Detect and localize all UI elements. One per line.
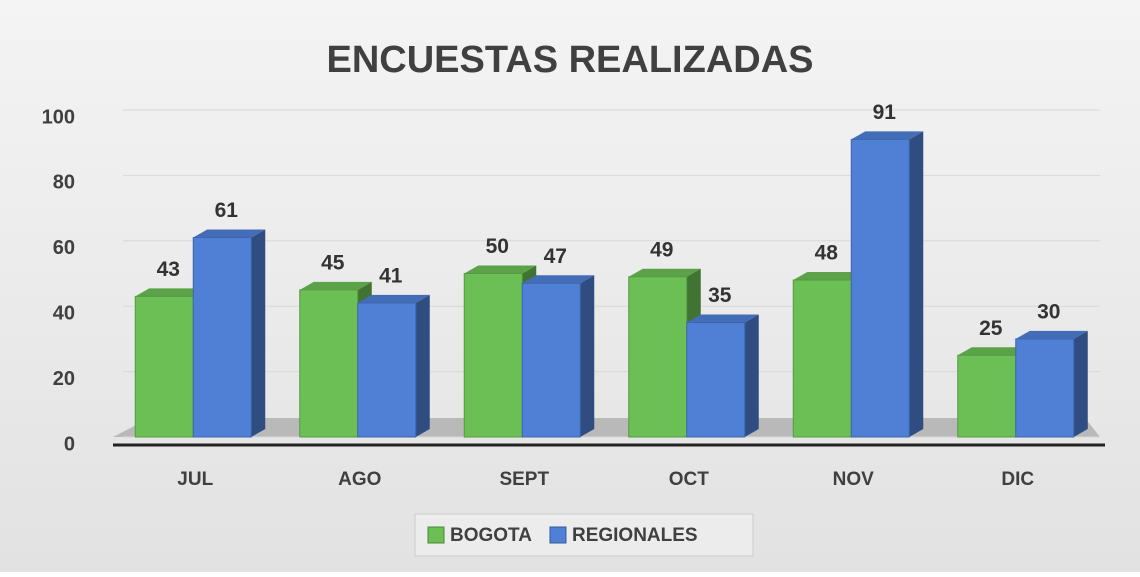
bar [192, 237, 252, 438]
bar-top [464, 265, 537, 274]
bar-side [251, 229, 266, 437]
x-tick-label: NOV [833, 469, 875, 490]
bar [628, 276, 688, 438]
bar-side [744, 314, 759, 437]
y-tick-label: 80 [53, 172, 75, 194]
data-label: 50 [486, 235, 509, 258]
bar-side [415, 294, 430, 437]
bar-top [522, 275, 595, 284]
bar [850, 138, 910, 438]
bar-top [193, 229, 266, 238]
x-tick-label: JUL [177, 469, 213, 490]
y-tick-label: 60 [53, 237, 75, 259]
bar-top [686, 314, 759, 323]
bar-top [299, 281, 372, 290]
bar-top [628, 268, 701, 277]
legend-label: REGIONALES [572, 525, 698, 546]
legend-box [414, 513, 754, 557]
bar-top [357, 294, 430, 303]
bar [686, 322, 746, 438]
bar [299, 289, 359, 438]
data-label: 91 [873, 101, 897, 124]
bar [357, 302, 417, 438]
bar [463, 273, 523, 438]
data-label: 25 [979, 317, 1003, 340]
bar [1015, 338, 1075, 438]
data-label: 48 [815, 242, 839, 265]
bar-top [851, 131, 924, 140]
bar-top [135, 288, 208, 297]
bar-side [909, 131, 924, 437]
legend-label: BOGOTA [450, 525, 532, 546]
x-tick-label: OCT [669, 469, 710, 490]
x-tick-label: SEPT [499, 469, 549, 490]
data-label: 43 [157, 258, 180, 281]
bar [134, 295, 194, 438]
data-label: 35 [708, 284, 732, 307]
bar [521, 282, 581, 438]
bar-top [1015, 330, 1088, 339]
bar-side [580, 275, 595, 437]
data-label: 41 [379, 264, 403, 287]
bar [957, 354, 1017, 438]
bar [792, 279, 852, 438]
data-label: 49 [650, 238, 673, 261]
y-tick-label: 0 [64, 433, 75, 455]
legend-swatch [427, 526, 445, 544]
data-label: 61 [215, 199, 239, 222]
data-label: 45 [321, 251, 345, 274]
bar-side [1073, 330, 1088, 437]
chart-title: ENCUESTAS REALIZADAS [327, 39, 814, 81]
y-tick-label: 40 [53, 302, 75, 324]
bar-top [793, 272, 866, 281]
bar-top [957, 347, 1030, 356]
y-tick-label: 100 [42, 106, 75, 128]
x-tick-label: DIC [1001, 469, 1034, 490]
data-label: 47 [544, 245, 567, 268]
y-tick-label: 20 [53, 368, 75, 390]
x-tick-label: AGO [338, 469, 381, 490]
data-label: 30 [1037, 300, 1060, 323]
legend-swatch [549, 526, 567, 544]
